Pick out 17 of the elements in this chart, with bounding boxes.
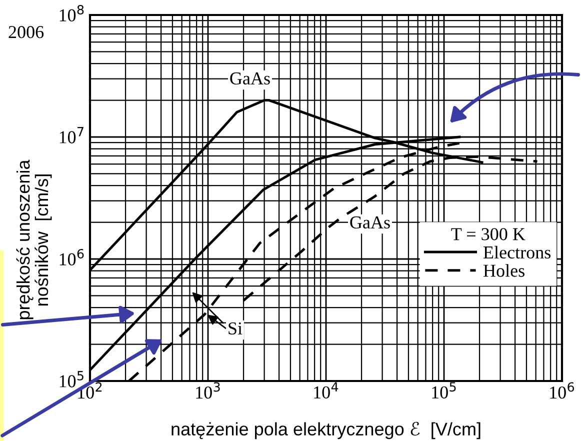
text: 2006 [8,26,44,38]
legend-label: Holes [484,264,524,277]
y-tick-label: 10$^{5}$ [60,371,84,388]
y-axis-title: prędkość unoszenia nośników [cm/s] [16,160,52,320]
y-tick-label: 10$^{6}$ [60,248,84,266]
x-tick-label: 10$^{6}$ [550,382,574,399]
y-tick-label: 10$^{8}$ [60,4,84,22]
x-tick-label: 10$^{4}$ [314,382,338,398]
annotation: GaAs [230,72,270,85]
legend-title: T = 300 K [451,228,526,240]
annotation: GaAs [350,216,390,229]
x-tick-label: 10$^{3}$ [196,382,220,399]
annotation: Si [228,322,242,335]
x-tick-label: 10$^{5}$ [432,382,456,398]
legend-label: Electrons [484,246,551,259]
y-tick-label: 10$^{7}$ [60,127,84,144]
x-axis-title: natężenie pola elektrycznego ℰ [V/cm] [172,422,480,440]
